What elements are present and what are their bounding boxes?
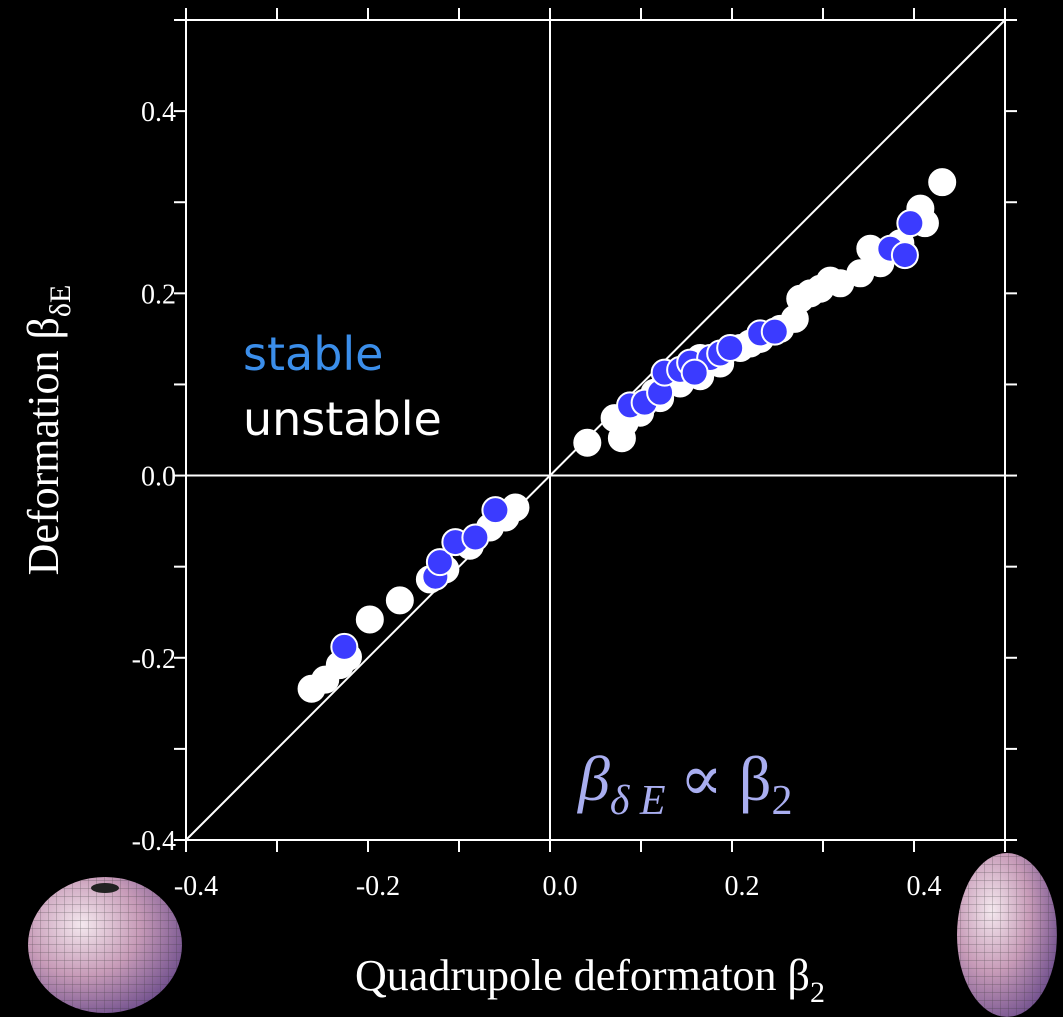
point	[816, 266, 845, 295]
formula-part: δ E	[610, 778, 666, 824]
point	[760, 317, 789, 346]
point	[680, 358, 709, 387]
plot: -0.4 -0.2 0.0 0.2 0.4 -0.4 -0.2 0.0 0.2 0.4	[132, 8, 1017, 902]
point	[928, 168, 957, 197]
y-tick-label: 0.0	[141, 462, 176, 493]
point	[481, 496, 510, 525]
formula-part: β	[576, 743, 610, 814]
prolate-shape	[957, 853, 1057, 1017]
point	[330, 632, 359, 661]
x-label-text: Quadrupole deformaton β	[355, 951, 810, 1000]
x-tick-label: 0.0	[543, 871, 578, 902]
formula: βδ E ∝ β2	[576, 743, 792, 824]
oblate-shape	[28, 877, 182, 1013]
x-tick-label: 0.4	[907, 871, 942, 902]
x-tick-label: -0.4	[174, 871, 218, 902]
x-axis-label: Quadrupole deformaton β2	[355, 951, 825, 1009]
x-label-sub: 2	[810, 976, 825, 1009]
point	[355, 605, 384, 634]
y-axis-label: Deformation βδE	[19, 285, 77, 576]
y-tick-label: 0.4	[141, 97, 176, 128]
point	[461, 523, 490, 552]
x-tick-label: -0.2	[356, 871, 400, 902]
formula-part: ∝ β	[680, 743, 772, 814]
y-label-sub: δE	[44, 285, 77, 317]
y-tick-label: -0.4	[132, 826, 176, 857]
formula-part: 2	[771, 778, 792, 824]
identity-line	[185, 19, 1006, 841]
y-label-text: Deformation β	[19, 317, 68, 575]
y-tick-label: -0.2	[132, 644, 176, 675]
legend-entry: unstable	[243, 392, 442, 446]
point	[385, 586, 414, 615]
y-tick-label: 0.2	[141, 279, 176, 310]
legend-entry: stable	[243, 327, 383, 381]
point	[890, 241, 919, 270]
point	[896, 209, 925, 238]
point	[716, 334, 745, 362]
point	[796, 279, 825, 308]
point	[425, 548, 454, 577]
point	[573, 428, 602, 457]
x-tick-label: 0.2	[725, 871, 760, 902]
